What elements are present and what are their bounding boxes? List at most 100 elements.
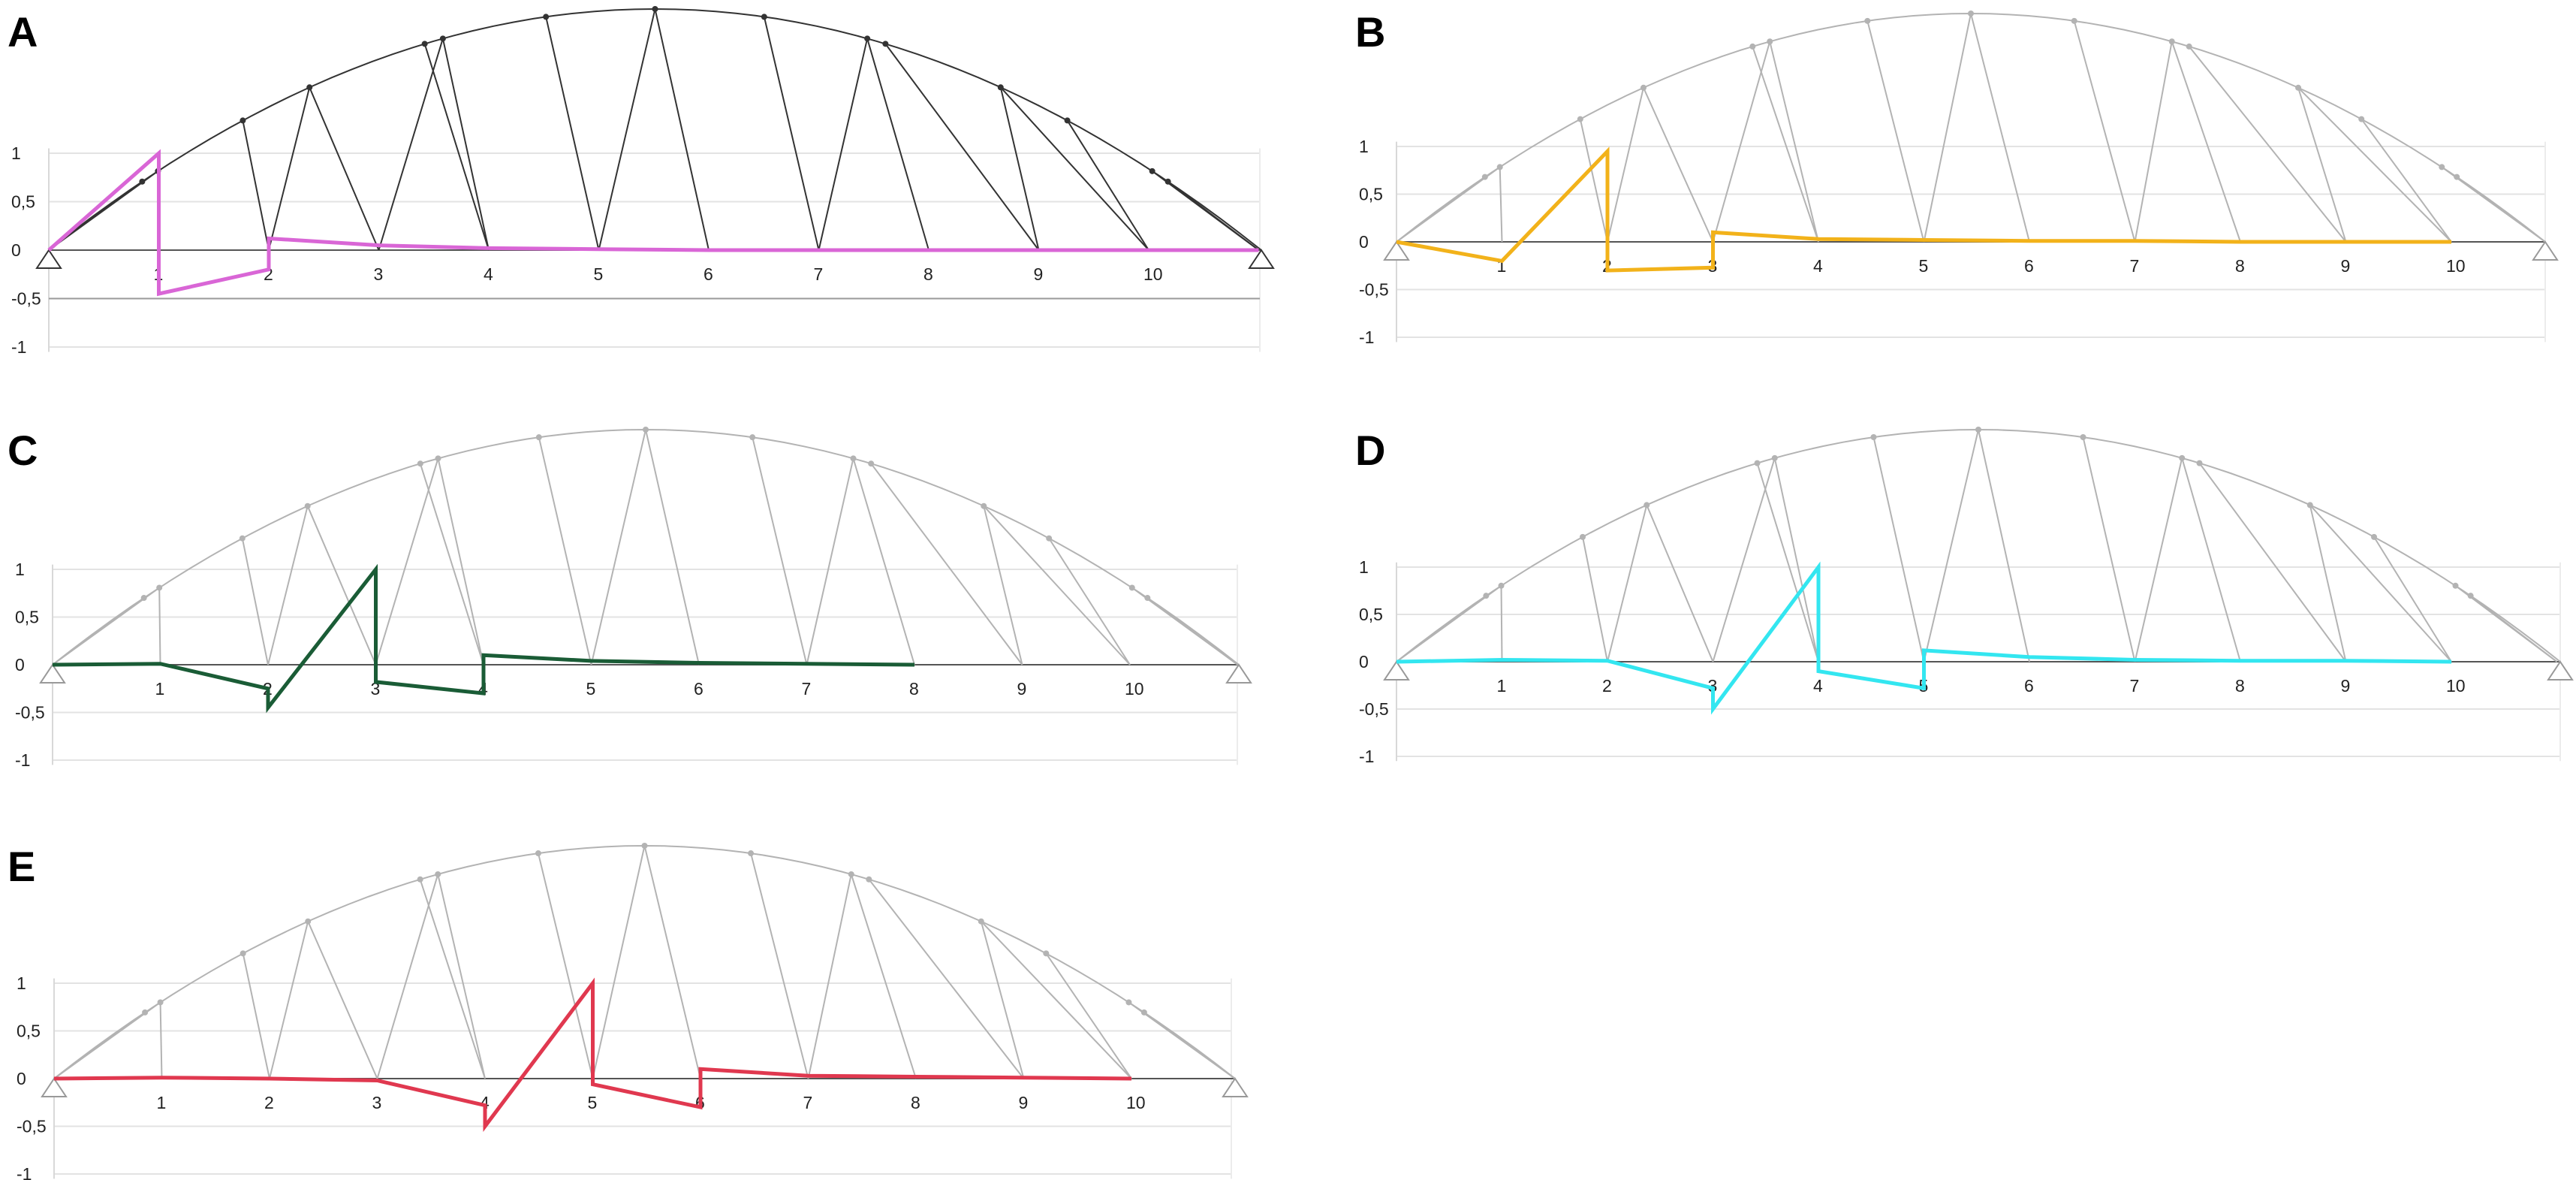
node-label: 10 [1143, 264, 1163, 284]
truss-member [1643, 87, 1714, 243]
node-label: 2 [264, 1093, 274, 1112]
truss-member [376, 874, 439, 1079]
node-label: 9 [2341, 256, 2351, 276]
truss-member [1000, 86, 1149, 251]
node-label: 10 [1126, 1093, 1146, 1112]
left-support-icon [1383, 240, 1410, 261]
truss-member [159, 1002, 163, 1079]
truss-node [1140, 1009, 1147, 1016]
truss-member [1923, 13, 1972, 243]
truss-node [882, 41, 889, 47]
truss-node [156, 584, 163, 591]
truss-member [269, 921, 309, 1079]
node-label: 6 [2024, 676, 2034, 696]
y-tick-label: 0 [17, 1069, 26, 1088]
node-label: 7 [803, 1093, 813, 1112]
truss-member [441, 38, 490, 251]
truss-node [1975, 427, 1981, 433]
truss-node [142, 1009, 149, 1016]
truss-member [419, 879, 486, 1079]
right-support-icon [2532, 240, 2559, 261]
y-tick-label: 0,5 [1359, 185, 1383, 204]
influence-line [1396, 561, 2452, 715]
truss-node [239, 535, 246, 542]
node-label: 3 [374, 264, 384, 284]
truss-member [2456, 176, 2546, 243]
truss-node [641, 843, 648, 849]
truss-node [1968, 11, 1974, 17]
y-tick-label: 1 [17, 973, 26, 993]
left-support-icon [35, 249, 62, 269]
truss-member [999, 87, 1040, 251]
truss-member [267, 505, 309, 665]
truss-node [2371, 533, 2377, 540]
truss-node [439, 35, 446, 42]
truss-node [652, 6, 658, 12]
truss-member [545, 17, 600, 251]
node-label: 5 [594, 264, 604, 284]
truss-node [1640, 84, 1647, 91]
truss-node [417, 876, 423, 883]
truss-node [1149, 167, 1155, 174]
truss-node [1498, 582, 1505, 589]
truss-member [1607, 87, 1644, 243]
truss-member [1769, 41, 1819, 243]
truss-member [1066, 119, 1149, 251]
truss-node [643, 427, 649, 433]
node-label: 3 [372, 1093, 382, 1112]
truss-member [537, 853, 594, 1079]
truss-node [2306, 502, 2313, 509]
node-label: 9 [2341, 676, 2351, 696]
right-support-icon [1222, 1077, 1249, 1097]
truss-node [2179, 454, 2186, 461]
truss-node [1767, 38, 1773, 45]
truss-member [307, 921, 378, 1079]
truss-member [1773, 457, 1819, 662]
truss-node [140, 595, 147, 602]
truss-node [748, 850, 755, 857]
arch-top-chord [53, 844, 1236, 1079]
truss-member [378, 38, 444, 251]
panel-b: B10,50-0,5-11 2 3 4 5 6 7 8 9 10 [1355, 8, 2559, 347]
truss-member [850, 874, 917, 1079]
node-label: 8 [911, 1093, 920, 1112]
truss-node [535, 850, 541, 857]
arch-top-chord [48, 8, 1262, 251]
truss-node [1580, 533, 1586, 540]
truss-member [2309, 504, 2452, 662]
influence-line [47, 149, 1259, 297]
left-support-icon [41, 1077, 68, 1097]
truss-member [1923, 429, 1979, 662]
node-label: 10 [2446, 256, 2466, 276]
truss-member [1978, 429, 2030, 662]
node-label: 4 [484, 264, 493, 284]
truss-member [2470, 595, 2558, 662]
truss-member [806, 458, 854, 665]
node-label: 1 [1497, 676, 1507, 696]
truss-node [535, 434, 542, 441]
truss-member [309, 86, 380, 251]
panel-letter: B [1355, 8, 1385, 56]
y-tick-label: 1 [1359, 557, 1369, 577]
y-tick-label: 0,5 [11, 192, 35, 212]
truss-node [435, 871, 441, 877]
truss-member [852, 458, 915, 665]
panel-letter: C [8, 427, 38, 474]
y-tick-label: -0,5 [17, 1117, 47, 1136]
truss-member [48, 171, 158, 251]
truss-node [2467, 593, 2474, 599]
truss-node [2080, 434, 2086, 441]
truss-member [1712, 41, 1771, 243]
node-label: 1 [155, 679, 165, 699]
truss-node [1128, 584, 1135, 591]
truss-node [848, 871, 854, 877]
truss-member [1607, 505, 1648, 662]
truss-node [2454, 174, 2460, 180]
truss-node [157, 999, 164, 1006]
node-label: 7 [814, 264, 824, 284]
truss-member [1499, 167, 1503, 243]
truss-structure [1396, 427, 2561, 662]
node-label: 6 [704, 264, 713, 284]
truss-member [538, 436, 592, 665]
truss-member [437, 458, 484, 665]
